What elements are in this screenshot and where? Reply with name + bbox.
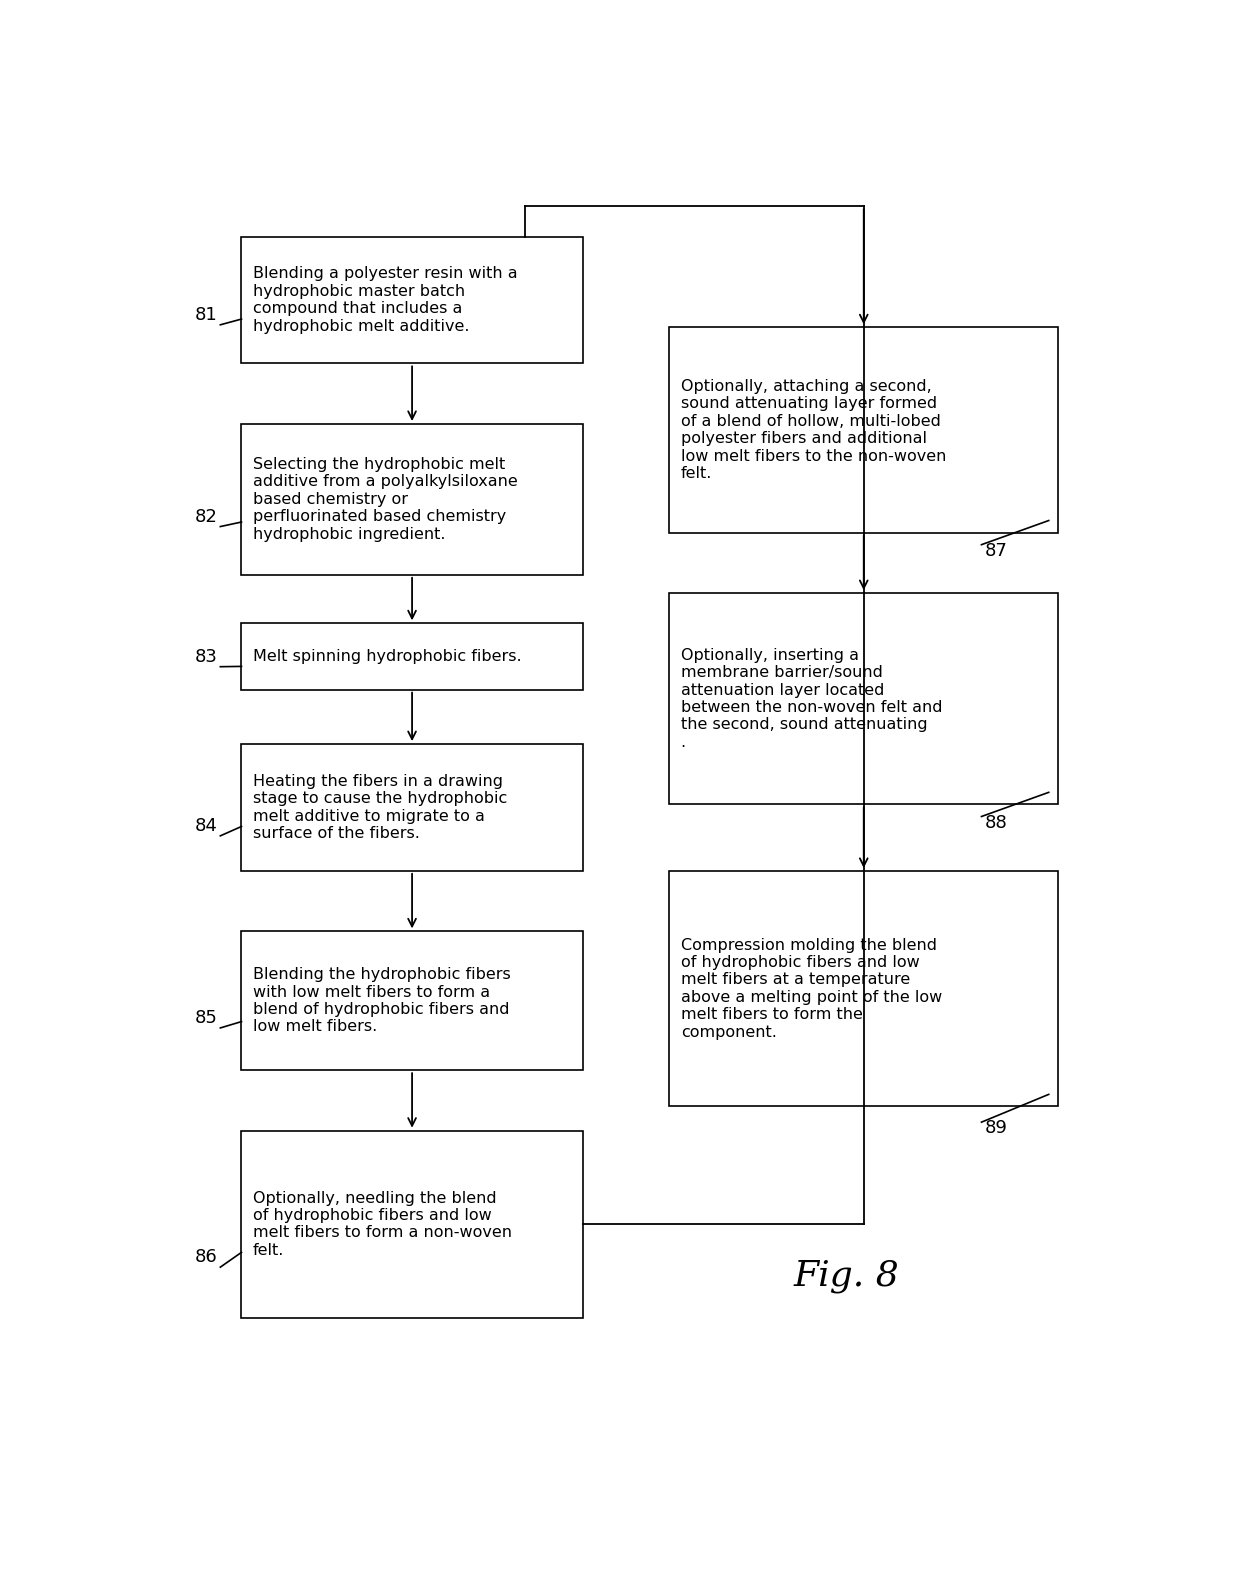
FancyBboxPatch shape bbox=[242, 932, 583, 1070]
Text: Optionally, inserting a
membrane barrier/sound
attenuation layer located
between: Optionally, inserting a membrane barrier… bbox=[681, 648, 942, 750]
Text: Blending a polyester resin with a
hydrophobic master batch
compound that include: Blending a polyester resin with a hydrop… bbox=[253, 267, 517, 334]
FancyBboxPatch shape bbox=[242, 237, 583, 364]
FancyBboxPatch shape bbox=[670, 593, 1059, 805]
Text: 87: 87 bbox=[985, 541, 1007, 560]
FancyBboxPatch shape bbox=[670, 871, 1059, 1106]
FancyBboxPatch shape bbox=[242, 1131, 583, 1318]
Text: 88: 88 bbox=[985, 814, 1007, 832]
Text: Heating the fibers in a drawing
stage to cause the hydrophobic
melt additive to : Heating the fibers in a drawing stage to… bbox=[253, 774, 507, 841]
FancyBboxPatch shape bbox=[242, 744, 583, 871]
Text: 83: 83 bbox=[195, 648, 217, 665]
FancyBboxPatch shape bbox=[242, 623, 583, 690]
Text: Blending the hydrophobic fibers
with low melt fibers to form a
blend of hydropho: Blending the hydrophobic fibers with low… bbox=[253, 967, 511, 1034]
FancyBboxPatch shape bbox=[242, 424, 583, 574]
Text: Selecting the hydrophobic melt
additive from a polyalkylsiloxane
based chemistry: Selecting the hydrophobic melt additive … bbox=[253, 457, 518, 541]
Text: Compression molding the blend
of hydrophobic fibers and low
melt fibers at a tem: Compression molding the blend of hydroph… bbox=[681, 938, 942, 1040]
Text: Optionally, needling the blend
of hydrophobic fibers and low
melt fibers to form: Optionally, needling the blend of hydrop… bbox=[253, 1191, 512, 1258]
Text: 81: 81 bbox=[195, 306, 217, 325]
Text: 82: 82 bbox=[195, 508, 217, 526]
Text: 85: 85 bbox=[195, 1009, 217, 1028]
Text: 84: 84 bbox=[195, 817, 217, 835]
FancyBboxPatch shape bbox=[670, 328, 1059, 532]
Text: Optionally, attaching a second,
sound attenuating layer formed
of a blend of hol: Optionally, attaching a second, sound at… bbox=[681, 378, 946, 482]
Text: Fig. 8: Fig. 8 bbox=[794, 1258, 900, 1293]
Text: 89: 89 bbox=[985, 1119, 1007, 1138]
Text: Melt spinning hydrophobic fibers.: Melt spinning hydrophobic fibers. bbox=[253, 650, 522, 664]
Text: 86: 86 bbox=[195, 1249, 217, 1266]
